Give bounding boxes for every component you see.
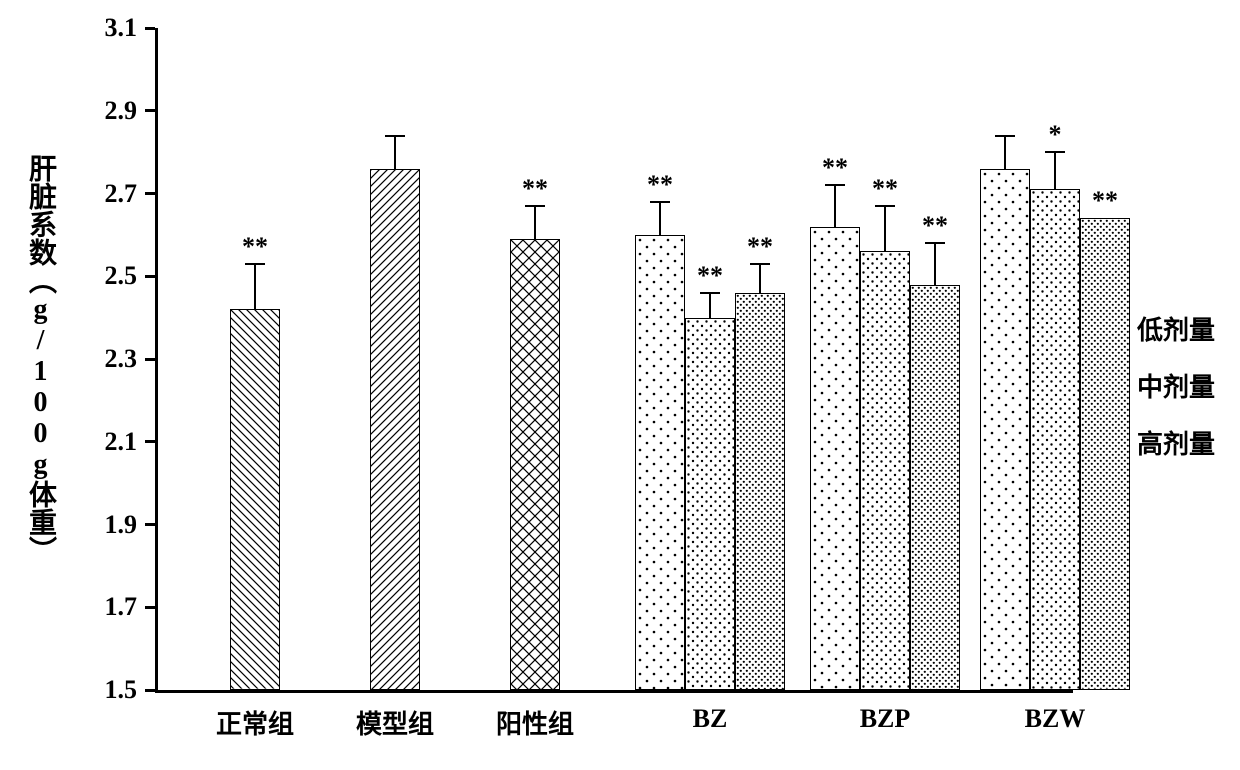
- error-bar-cap: [245, 263, 265, 265]
- x-tick-label: 模型组: [356, 704, 434, 741]
- y-tick-label: 1.5: [0, 675, 137, 705]
- error-bar: [759, 264, 761, 293]
- bar: [230, 309, 280, 690]
- x-tick-label: 阳性组: [496, 704, 574, 741]
- x-tick-label: 正常组: [216, 704, 294, 741]
- legend-label: 中剂量: [1137, 367, 1215, 404]
- bar: [1030, 189, 1080, 690]
- y-tick: [145, 440, 155, 443]
- y-tick: [145, 689, 155, 692]
- y-tick-label: 2.7: [0, 179, 137, 209]
- bar: [685, 318, 735, 690]
- y-tick-label: 2.3: [0, 344, 137, 374]
- error-bar: [394, 136, 396, 169]
- significance-label: **: [1092, 186, 1118, 216]
- significance-label: **: [822, 153, 848, 183]
- error-bar-cap: [700, 292, 720, 294]
- significance-label: **: [872, 174, 898, 204]
- y-tick-label: 2.9: [0, 96, 137, 126]
- y-tick: [145, 523, 155, 526]
- error-bar-cap: [995, 135, 1015, 137]
- x-tick-label: BZ: [693, 704, 728, 734]
- error-bar: [534, 206, 536, 239]
- error-bar: [709, 293, 711, 318]
- legend-label: 高剂量: [1137, 424, 1215, 461]
- x-tick-label: BZW: [1025, 704, 1086, 734]
- y-tick: [145, 275, 155, 278]
- error-bar-cap: [385, 135, 405, 137]
- bar: [635, 235, 685, 690]
- significance-label: **: [922, 211, 948, 241]
- y-tick: [145, 109, 155, 112]
- error-bar: [834, 185, 836, 226]
- y-tick-label: 1.9: [0, 510, 137, 540]
- legend-label: 低剂量: [1137, 310, 1215, 347]
- y-tick: [145, 192, 155, 195]
- bar: [735, 293, 785, 690]
- chart-container: 肝脏系数（g/100g体重） 低剂量中剂量高剂量 1.51.71.92.12.3…: [0, 0, 1240, 770]
- error-bar-cap: [1045, 151, 1065, 153]
- error-bar: [1054, 152, 1056, 189]
- error-bar-cap: [925, 242, 945, 244]
- y-tick-label: 3.1: [0, 13, 137, 43]
- x-tick-label: BZP: [860, 704, 911, 734]
- y-tick: [145, 358, 155, 361]
- error-bar-cap: [750, 263, 770, 265]
- error-bar: [1004, 136, 1006, 169]
- y-tick-label: 2.5: [0, 261, 137, 291]
- y-tick: [145, 27, 155, 30]
- bar: [860, 251, 910, 690]
- error-bar: [884, 206, 886, 252]
- error-bar: [254, 264, 256, 310]
- significance-label: **: [647, 170, 673, 200]
- bar: [910, 285, 960, 690]
- y-tick: [145, 606, 155, 609]
- bar: [1080, 218, 1130, 690]
- y-tick-label: 1.7: [0, 592, 137, 622]
- bar: [980, 169, 1030, 690]
- significance-label: **: [522, 174, 548, 204]
- significance-label: **: [747, 232, 773, 262]
- error-bar: [934, 243, 936, 284]
- significance-label: **: [242, 232, 268, 262]
- bar: [510, 239, 560, 690]
- error-bar-cap: [825, 184, 845, 186]
- bar: [370, 169, 420, 690]
- bar: [810, 227, 860, 690]
- y-tick-label: 2.1: [0, 427, 137, 457]
- significance-label: *: [1049, 120, 1062, 150]
- error-bar: [659, 202, 661, 235]
- error-bar-cap: [875, 205, 895, 207]
- error-bar-cap: [525, 205, 545, 207]
- significance-label: **: [697, 261, 723, 291]
- error-bar-cap: [650, 201, 670, 203]
